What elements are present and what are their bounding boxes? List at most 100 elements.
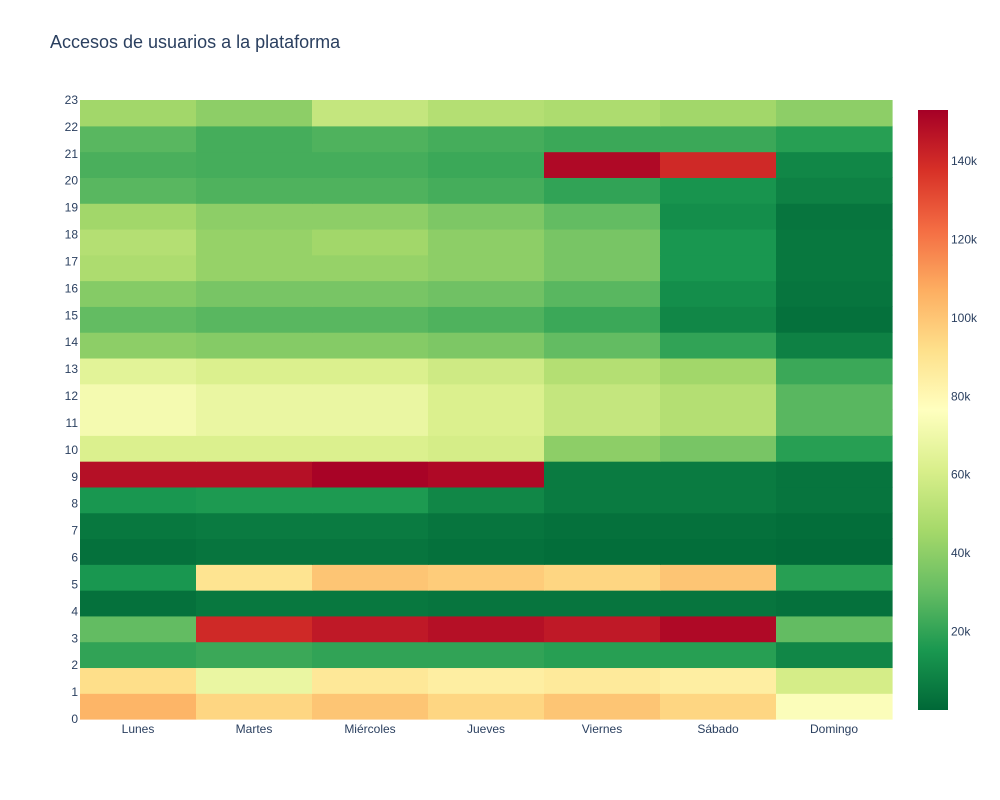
- heatmap-cell: [544, 564, 661, 591]
- colorbar-ticks: 20k 40k 60k 80k 100k 120k 140k: [951, 154, 978, 639]
- heatmap-cell: [80, 409, 197, 436]
- heatmap-cell: [312, 151, 429, 178]
- heatmap-cell: [776, 203, 893, 230]
- heatmap-cell: [196, 486, 313, 514]
- heatmap-cell: [776, 538, 893, 565]
- heatmap-cell: [776, 280, 893, 307]
- heatmap-cell: [80, 693, 197, 720]
- heatmap-cell: [312, 228, 429, 256]
- heatmap-cell: [312, 280, 429, 307]
- heatmap-cell: [776, 151, 893, 178]
- heatmap-cell: [660, 512, 777, 540]
- y-tick-label: 18: [65, 228, 79, 242]
- heatmap-cell: [196, 641, 313, 669]
- heatmap-cell: [312, 564, 429, 591]
- y-tick-label: 12: [65, 389, 79, 403]
- heatmap-cell: [80, 332, 197, 359]
- heatmap-cell: [428, 409, 545, 436]
- heatmap-cell: [544, 177, 661, 204]
- heatmap-cell: [660, 306, 777, 333]
- y-tick-label: 22: [65, 120, 79, 134]
- heatmap-cell: [660, 125, 777, 153]
- heatmap-cell: [776, 512, 893, 540]
- heatmap-cell: [196, 435, 313, 462]
- y-tick-label: 19: [65, 201, 79, 215]
- y-tick-label: 23: [65, 93, 79, 107]
- heatmap-cell: [776, 615, 893, 643]
- y-tick-label: 16: [65, 281, 79, 295]
- heatmap-cell: [196, 538, 313, 565]
- heatmap-cell: [196, 151, 313, 178]
- heatmap-cell: [428, 667, 545, 694]
- heatmap-cell: [660, 486, 777, 514]
- heatmap-cell: [428, 435, 545, 462]
- heatmap-cell: [428, 332, 545, 359]
- x-tick-label: Sábado: [697, 722, 739, 736]
- heatmap-cell: [80, 538, 197, 565]
- heatmap-cell: [544, 228, 661, 256]
- y-tick-label: 1: [71, 685, 78, 699]
- heatmap-cell: [660, 332, 777, 359]
- heatmap-cell: [660, 383, 777, 411]
- heatmap-cell: [544, 615, 661, 643]
- heatmap-cell: [660, 151, 777, 178]
- heatmap-cell: [312, 203, 429, 230]
- heatmap-cell: [776, 590, 893, 617]
- heatmap-cell: [428, 693, 545, 720]
- heatmap-cell: [80, 125, 197, 153]
- heatmap-cell: [312, 177, 429, 204]
- heatmap-cell: [544, 357, 661, 385]
- heatmap-cell: [196, 667, 313, 694]
- heatmap-cell: [776, 564, 893, 591]
- colorbar-tick-label: 140k: [951, 154, 978, 168]
- heatmap-cell: [312, 383, 429, 411]
- heatmap-cell: [312, 512, 429, 540]
- heatmap-cell: [776, 641, 893, 669]
- heatmap-cell: [660, 100, 777, 127]
- heatmap-cell: [776, 254, 893, 282]
- heatmap-cell: [544, 254, 661, 282]
- y-tick-label: 6: [71, 551, 78, 565]
- heatmap-cell: [544, 306, 661, 333]
- heatmap-cell: [660, 590, 777, 617]
- heatmap-cell: [312, 641, 429, 669]
- y-tick-label: 9: [71, 470, 78, 484]
- heatmap-cell: [428, 228, 545, 256]
- x-tick-label: Martes: [236, 722, 273, 736]
- heatmap-cell: [544, 280, 661, 307]
- heatmap-cell: [428, 486, 545, 514]
- heatmap-cell: [776, 332, 893, 359]
- y-tick-label: 17: [65, 254, 79, 268]
- heatmap-cell: [312, 667, 429, 694]
- heatmap-cell: [776, 486, 893, 514]
- heatmap-cell: [660, 435, 777, 462]
- y-tick-label: 15: [65, 308, 79, 322]
- heatmap-cell: [544, 332, 661, 359]
- y-tick-label: 11: [66, 416, 79, 430]
- heatmap-cell: [544, 435, 661, 462]
- heatmap-cell: [660, 280, 777, 307]
- heatmap-cell: [80, 177, 197, 204]
- heatmap-cell: [660, 615, 777, 643]
- x-tick-label: Miércoles: [344, 722, 395, 736]
- colorbar-tick-label: 120k: [951, 232, 978, 246]
- heatmap-cell: [544, 151, 661, 178]
- heatmap-cell: [776, 177, 893, 204]
- heatmap-cell: [776, 693, 893, 720]
- heatmap-cell: [312, 461, 429, 488]
- heatmap-cell: [196, 409, 313, 436]
- heatmap-cell: [428, 254, 545, 282]
- colorbar-tick-label: 100k: [951, 311, 978, 325]
- x-tick-label: Viernes: [582, 722, 622, 736]
- y-tick-label: 8: [71, 497, 78, 511]
- heatmap-cell: [196, 461, 313, 488]
- heatmap-cell: [196, 564, 313, 591]
- heatmap-cell: [80, 306, 197, 333]
- heatmap-cell: [428, 280, 545, 307]
- heatmap-cell: [196, 693, 313, 720]
- colorbar-tick-label: 80k: [951, 389, 971, 403]
- heatmap-cell: [80, 357, 197, 385]
- colorbar-tick-label: 20k: [951, 625, 971, 639]
- heatmap-cell: [428, 125, 545, 153]
- heatmap-cell: [776, 125, 893, 153]
